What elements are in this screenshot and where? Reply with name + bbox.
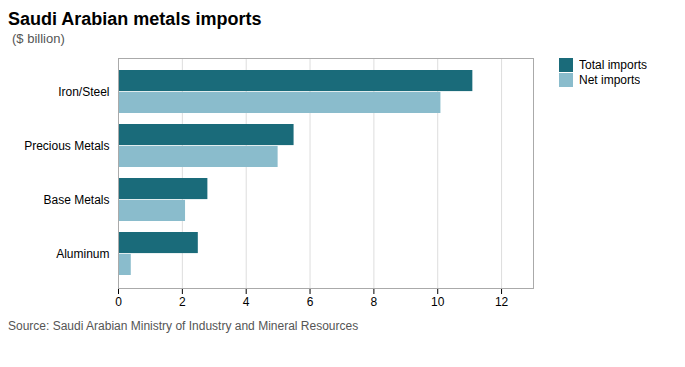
html-text:Total imports: Total imports [579, 58, 647, 72]
html-text:Saudi Arabian metals imports: Saudi Arabian metals imports [8, 9, 262, 29]
html-text:Source: Saudi Arabian Ministry: Source: Saudi Arabian Ministry of Indust… [8, 319, 359, 333]
html-text:($ billion): ($ billion) [12, 31, 65, 46]
svg-text:Aluminum: Aluminum [56, 247, 109, 261]
svg-text:4: 4 [243, 295, 250, 309]
svg-text:Iron/Steel: Iron/Steel [58, 85, 109, 99]
svg-text:Precious Metals: Precious Metals [24, 139, 109, 153]
svg-text:Base Metals: Base Metals [43, 193, 109, 207]
svg-text:0: 0 [115, 295, 122, 309]
html-text:Net imports: Net imports [579, 73, 641, 87]
svg-text:12: 12 [495, 295, 509, 309]
svg-text:6: 6 [307, 295, 314, 309]
svg-text:2: 2 [179, 295, 186, 309]
svg-text:10: 10 [431, 295, 445, 309]
svg-text:8: 8 [371, 295, 378, 309]
